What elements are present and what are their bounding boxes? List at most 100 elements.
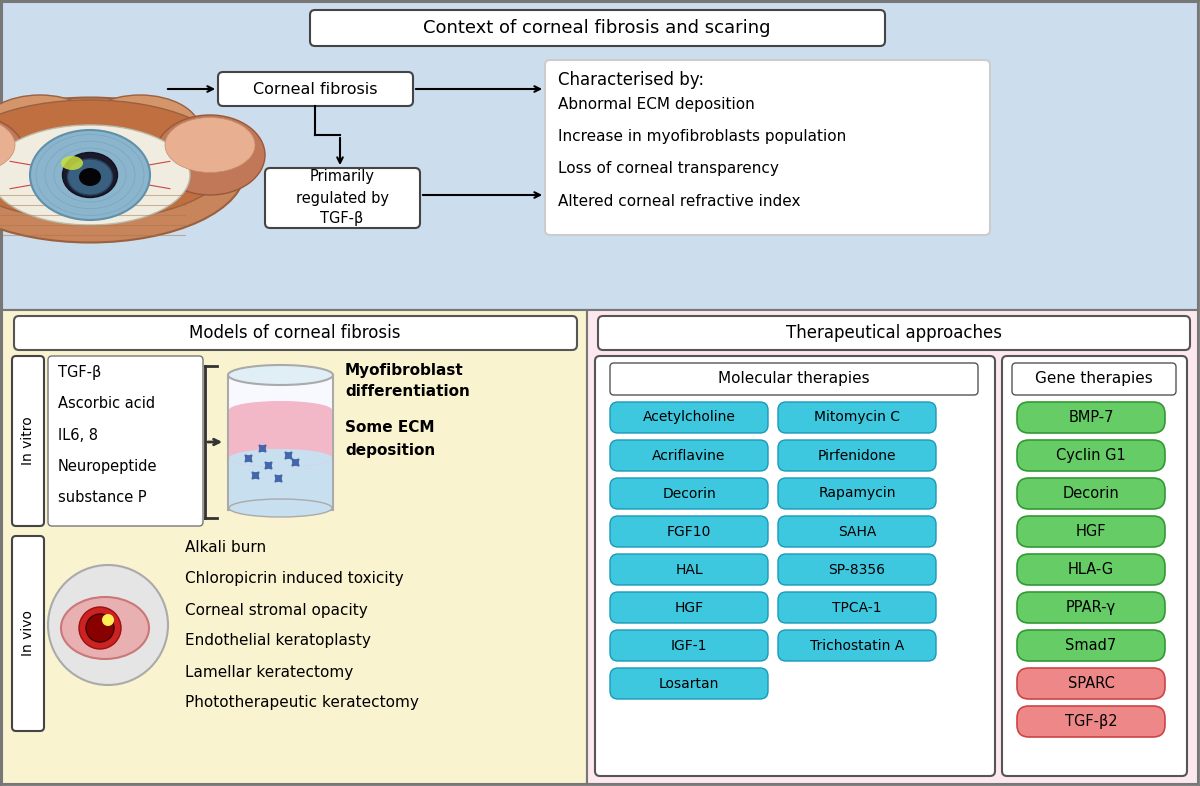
Ellipse shape (229, 499, 332, 517)
Text: Phototherapeutic keratectomy: Phototherapeutic keratectomy (185, 696, 419, 711)
Text: Rapamycin: Rapamycin (818, 487, 895, 501)
Text: In vivo: In vivo (22, 610, 35, 656)
Text: Cyclin G1: Cyclin G1 (1056, 448, 1126, 463)
Text: TGF-β2: TGF-β2 (1064, 714, 1117, 729)
Text: Characterised by:: Characterised by: (558, 71, 704, 89)
Text: In vitro: In vitro (22, 417, 35, 465)
Text: Models of corneal fibrosis: Models of corneal fibrosis (190, 324, 401, 342)
Text: SP-8356: SP-8356 (828, 563, 886, 576)
FancyBboxPatch shape (1018, 592, 1165, 623)
Text: Context of corneal fibrosis and scaring: Context of corneal fibrosis and scaring (424, 19, 770, 37)
FancyBboxPatch shape (265, 168, 420, 228)
Text: PPAR-γ: PPAR-γ (1066, 600, 1116, 615)
Text: Myofibroblast: Myofibroblast (346, 362, 463, 377)
Text: deposition: deposition (346, 443, 436, 457)
Ellipse shape (155, 115, 265, 195)
Bar (228, 375, 334, 510)
Text: Loss of corneal transparency: Loss of corneal transparency (558, 161, 779, 177)
Ellipse shape (228, 365, 334, 385)
Text: IL6, 8: IL6, 8 (58, 428, 98, 443)
Text: Gene therapies: Gene therapies (1036, 372, 1153, 387)
Text: Decorin: Decorin (1063, 486, 1120, 501)
FancyBboxPatch shape (610, 668, 768, 699)
Bar (587, 310, 1198, 784)
FancyBboxPatch shape (778, 402, 936, 433)
FancyBboxPatch shape (1018, 478, 1165, 509)
Text: Ascorbic acid: Ascorbic acid (58, 396, 155, 412)
FancyBboxPatch shape (310, 10, 886, 46)
Bar (229, 458, 332, 508)
Text: TGF-β: TGF-β (58, 365, 101, 380)
Ellipse shape (229, 449, 332, 467)
Bar (229, 410, 332, 458)
FancyBboxPatch shape (1018, 668, 1165, 699)
FancyBboxPatch shape (598, 316, 1190, 350)
FancyBboxPatch shape (778, 440, 936, 471)
Text: Smad7: Smad7 (1066, 638, 1117, 653)
Text: IGF-1: IGF-1 (671, 638, 707, 652)
Text: SAHA: SAHA (838, 524, 876, 538)
FancyBboxPatch shape (778, 516, 936, 547)
FancyBboxPatch shape (1018, 630, 1165, 661)
FancyBboxPatch shape (610, 554, 768, 585)
FancyBboxPatch shape (1018, 554, 1165, 585)
Text: HLA-G: HLA-G (1068, 562, 1114, 577)
Text: Molecular therapies: Molecular therapies (718, 372, 870, 387)
Text: Decorin: Decorin (662, 487, 716, 501)
Ellipse shape (30, 130, 150, 220)
Text: Primarily
regulated by
TGF-β: Primarily regulated by TGF-β (295, 170, 389, 226)
Ellipse shape (166, 117, 256, 172)
Text: Endothelial keratoplasty: Endothelial keratoplasty (185, 634, 371, 648)
Ellipse shape (61, 156, 83, 170)
Text: HAL: HAL (676, 563, 703, 576)
FancyBboxPatch shape (1018, 706, 1165, 737)
Ellipse shape (229, 401, 332, 419)
Circle shape (86, 614, 114, 642)
FancyBboxPatch shape (610, 516, 768, 547)
Ellipse shape (0, 125, 190, 225)
FancyBboxPatch shape (48, 356, 203, 526)
Text: Abnormal ECM deposition: Abnormal ECM deposition (558, 97, 755, 112)
FancyBboxPatch shape (610, 363, 978, 395)
Ellipse shape (80, 95, 200, 165)
Circle shape (48, 565, 168, 685)
Text: Acetylcholine: Acetylcholine (642, 410, 736, 424)
Circle shape (102, 614, 114, 626)
Text: BMP-7: BMP-7 (1068, 410, 1114, 425)
FancyBboxPatch shape (610, 440, 768, 471)
FancyBboxPatch shape (1012, 363, 1176, 395)
Ellipse shape (61, 597, 149, 659)
Text: Corneal stromal opacity: Corneal stromal opacity (185, 603, 367, 618)
FancyBboxPatch shape (610, 630, 768, 661)
Ellipse shape (0, 95, 100, 165)
Ellipse shape (229, 449, 332, 467)
FancyBboxPatch shape (12, 356, 44, 526)
Ellipse shape (0, 117, 14, 172)
Ellipse shape (67, 159, 113, 195)
Text: Some ECM: Some ECM (346, 421, 434, 435)
FancyBboxPatch shape (12, 536, 44, 731)
Text: Therapeutical approaches: Therapeutical approaches (786, 324, 1002, 342)
FancyBboxPatch shape (610, 592, 768, 623)
Text: Acriflavine: Acriflavine (653, 449, 726, 462)
Bar (2, 2, 1198, 310)
FancyBboxPatch shape (545, 60, 990, 235)
Ellipse shape (62, 152, 118, 197)
FancyBboxPatch shape (1018, 516, 1165, 547)
Ellipse shape (0, 97, 245, 243)
FancyBboxPatch shape (14, 316, 577, 350)
Text: TPCA-1: TPCA-1 (832, 601, 882, 615)
FancyBboxPatch shape (218, 72, 413, 106)
Text: Trichostatin A: Trichostatin A (810, 638, 904, 652)
Text: Alkali burn: Alkali burn (185, 541, 266, 556)
FancyBboxPatch shape (1018, 402, 1165, 433)
FancyBboxPatch shape (610, 402, 768, 433)
Text: Mitomycin C: Mitomycin C (814, 410, 900, 424)
FancyBboxPatch shape (1002, 356, 1187, 776)
Text: HGF: HGF (674, 601, 703, 615)
FancyBboxPatch shape (778, 592, 936, 623)
FancyBboxPatch shape (1018, 440, 1165, 471)
FancyBboxPatch shape (778, 478, 936, 509)
Text: Lamellar keratectomy: Lamellar keratectomy (185, 664, 353, 680)
Ellipse shape (79, 607, 121, 649)
